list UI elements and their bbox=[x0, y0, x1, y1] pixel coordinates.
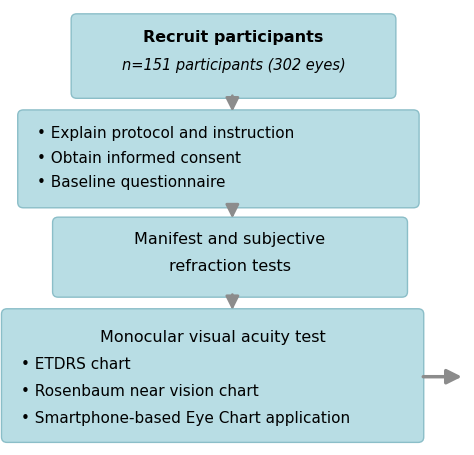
Text: n=151 participants (302 eyes): n=151 participants (302 eyes) bbox=[122, 58, 346, 73]
Text: • Obtain informed consent: • Obtain informed consent bbox=[37, 150, 241, 165]
Text: Recruit participants: Recruit participants bbox=[143, 30, 324, 45]
Text: • Rosenbaum near vision chart: • Rosenbaum near vision chart bbox=[21, 383, 259, 398]
Text: • Explain protocol and instruction: • Explain protocol and instruction bbox=[37, 126, 294, 141]
Text: Manifest and subjective: Manifest and subjective bbox=[135, 232, 326, 247]
FancyBboxPatch shape bbox=[53, 217, 408, 298]
Text: • ETDRS chart: • ETDRS chart bbox=[21, 356, 131, 371]
FancyBboxPatch shape bbox=[18, 111, 419, 208]
Text: Monocular visual acuity test: Monocular visual acuity test bbox=[100, 330, 326, 344]
Text: • Baseline questionnaire: • Baseline questionnaire bbox=[37, 175, 226, 189]
FancyBboxPatch shape bbox=[71, 15, 396, 99]
FancyBboxPatch shape bbox=[1, 309, 424, 442]
Text: • Smartphone-based Eye Chart application: • Smartphone-based Eye Chart application bbox=[21, 410, 350, 425]
Text: refraction tests: refraction tests bbox=[169, 258, 291, 273]
